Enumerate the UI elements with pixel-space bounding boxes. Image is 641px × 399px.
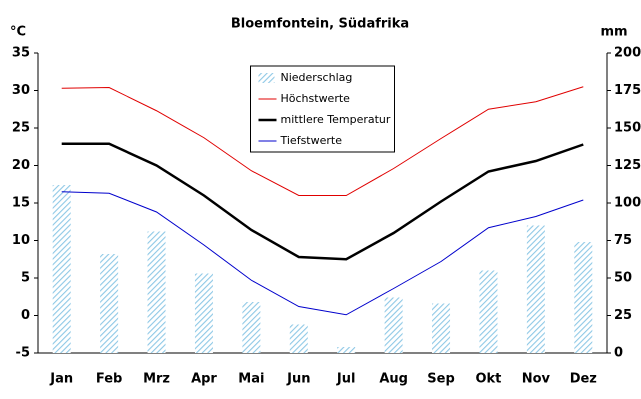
bar — [100, 254, 119, 353]
line — [61, 142, 584, 261]
legend-label: mittlere Temperatur — [281, 113, 391, 126]
line — [61, 86, 584, 196]
y2-tick-label: 150 — [614, 121, 641, 136]
bar — [432, 303, 451, 353]
y2-tick-label: 0 — [614, 346, 623, 361]
bar — [479, 270, 498, 353]
y-tick-label: 15 — [12, 196, 30, 211]
bar — [526, 225, 545, 353]
legend-label: Tiefstwerte — [280, 134, 343, 147]
y2-tick-label: 75 — [614, 233, 632, 248]
y-tick-label: 10 — [12, 233, 30, 248]
y-tick-label: -5 — [16, 346, 30, 361]
y-tick-label: 25 — [12, 121, 30, 136]
bar — [384, 297, 403, 353]
bar — [574, 242, 593, 353]
x-tick-label: Feb — [96, 372, 122, 387]
line — [61, 191, 584, 316]
y2-axis-title: mm — [600, 25, 627, 40]
y2-tick-label: 125 — [614, 158, 641, 173]
x-tick-label: Apr — [191, 372, 217, 387]
y-tick-label: 0 — [21, 308, 30, 323]
bar — [194, 273, 213, 353]
x-tick-label: Jul — [336, 372, 356, 387]
legend-swatch — [258, 73, 275, 83]
x-tick-label: Jan — [49, 372, 73, 387]
y2-tick-label: 100 — [614, 196, 641, 211]
legend-label: Niederschlag — [281, 71, 353, 84]
x-tick-label: Okt — [475, 372, 501, 387]
bar — [242, 302, 261, 353]
y-tick-label: 5 — [21, 271, 30, 286]
y2-tick-label: 175 — [614, 83, 641, 98]
bar — [147, 231, 166, 353]
y-tick-label: 30 — [12, 83, 30, 98]
chart-title: Bloemfontein, Südafrika — [231, 17, 409, 32]
x-tick-label: Sep — [427, 372, 455, 387]
bar — [337, 347, 356, 353]
y-tick-label: 20 — [12, 158, 30, 173]
y2-tick-label: 25 — [614, 308, 632, 323]
y-axis-title: °C — [10, 25, 26, 40]
y2-tick-label: 50 — [614, 271, 632, 286]
y-tick-label: 35 — [12, 46, 30, 61]
bar — [289, 324, 308, 353]
legend-label: Höchstwerte — [281, 92, 351, 105]
x-tick-label: Jun — [286, 372, 310, 387]
legend-box — [250, 65, 395, 153]
x-tick-label: Mrz — [143, 372, 170, 387]
x-tick-label: Aug — [379, 372, 408, 387]
bar — [52, 185, 71, 353]
y2-tick-label: 200 — [614, 46, 641, 61]
x-tick-label: Nov — [522, 372, 551, 387]
x-tick-label: Mai — [238, 372, 264, 387]
x-tick-label: Dez — [570, 372, 597, 387]
